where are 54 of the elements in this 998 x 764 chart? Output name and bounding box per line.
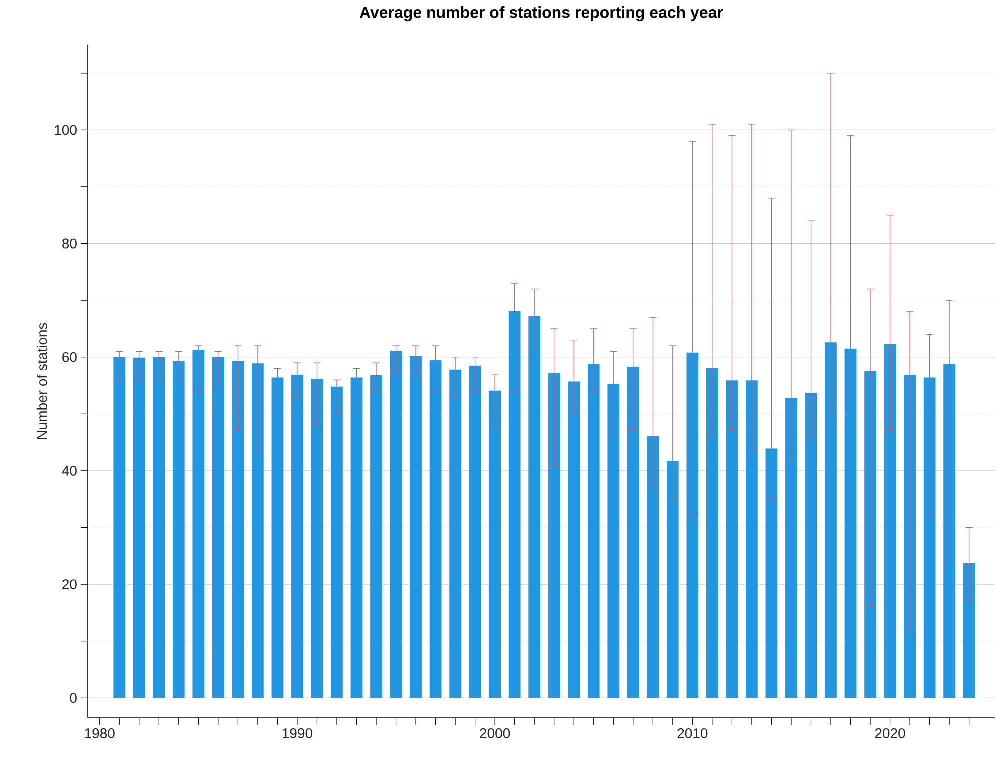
bar (469, 366, 482, 698)
bar (706, 368, 718, 698)
bar (212, 357, 224, 698)
bar (627, 367, 640, 698)
bar (430, 360, 442, 698)
y-tick-label: 80 (62, 238, 77, 249)
bar (528, 316, 541, 698)
x-tick-label: 2020 (875, 728, 906, 738)
bar (252, 364, 264, 698)
y-tick-label: 20 (62, 580, 77, 590)
bar (153, 357, 166, 698)
bar (588, 364, 600, 698)
bar (548, 373, 560, 698)
y-tick-label: 100 (55, 125, 77, 136)
bar (370, 376, 382, 698)
bar (390, 351, 402, 698)
bar (608, 384, 620, 698)
bar (331, 386, 343, 698)
x-tick-label: 1980 (85, 728, 115, 738)
bar (766, 448, 778, 698)
bar (410, 356, 422, 698)
y-tick-label: 40 (62, 466, 77, 476)
y-tick-label: 0 (70, 693, 77, 704)
bar (963, 564, 976, 698)
bar (232, 361, 244, 698)
bar (805, 393, 818, 698)
bar (311, 378, 324, 698)
bar (192, 350, 205, 698)
bar (292, 374, 304, 698)
bar (647, 436, 660, 698)
bar (133, 358, 146, 698)
bar (825, 342, 837, 698)
bar (350, 378, 363, 698)
bar (508, 311, 521, 698)
bar (450, 370, 462, 698)
bar (489, 390, 501, 698)
bar (568, 382, 580, 698)
bar (924, 378, 936, 698)
bar (884, 344, 896, 698)
bar (172, 361, 185, 698)
x-tick-label: 2010 (678, 728, 708, 738)
x-tick-label: 1990 (282, 728, 312, 738)
bar (272, 378, 284, 698)
bar (114, 357, 126, 698)
y-axis-title: Number of stations (36, 323, 48, 440)
bar (686, 352, 699, 698)
bar (666, 461, 679, 698)
bar (746, 380, 758, 698)
bar (786, 398, 798, 698)
bar (726, 380, 738, 698)
chart-title: Average number of stations reporting each year (360, 6, 724, 22)
bar (844, 348, 857, 698)
y-tick-label: 60 (62, 352, 77, 362)
x-tick-label: 2000 (480, 728, 510, 738)
